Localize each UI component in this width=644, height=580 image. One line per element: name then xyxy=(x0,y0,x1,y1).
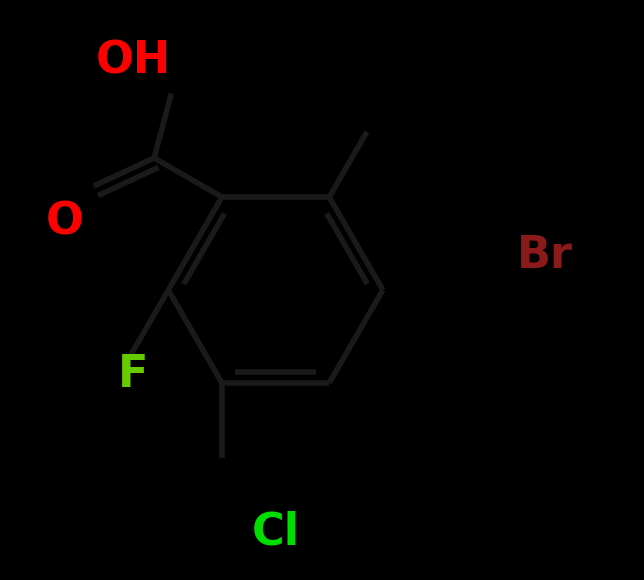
Text: F: F xyxy=(118,353,149,396)
Text: OH: OH xyxy=(96,39,171,82)
Text: O: O xyxy=(46,200,84,243)
Text: Br: Br xyxy=(517,234,573,277)
Text: Cl: Cl xyxy=(252,511,299,554)
